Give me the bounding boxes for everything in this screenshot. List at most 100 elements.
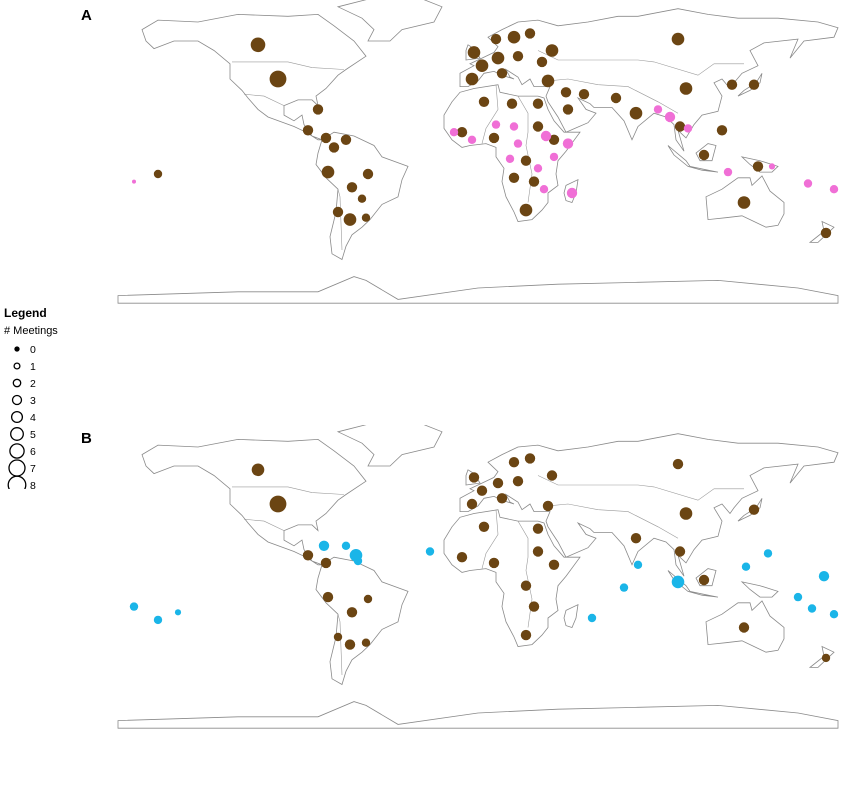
- meeting-point-default: [716, 125, 728, 136]
- meeting-point-default: [546, 470, 558, 481]
- meeting-point-highlighted: [353, 556, 363, 566]
- landmass-africa: [443, 509, 581, 647]
- landmass-indonesia: [667, 145, 719, 173]
- meeting-point-default: [302, 125, 314, 136]
- meeting-point-default: [465, 72, 479, 86]
- meeting-point-highlighted: [818, 571, 830, 582]
- meeting-point-highlighted: [449, 128, 459, 137]
- meeting-point-default: [548, 134, 560, 145]
- meeting-point-default: [343, 213, 357, 226]
- country-border: [537, 50, 744, 76]
- meeting-point-default: [346, 607, 358, 618]
- meeting-point-highlighted: [132, 179, 136, 184]
- meeting-point-default: [679, 507, 693, 520]
- landmass-eurasia: [459, 8, 839, 152]
- legend-symbol: [13, 362, 21, 370]
- meeting-point-default: [630, 533, 642, 544]
- meeting-point-default: [328, 142, 340, 153]
- land-layer: [117, 0, 839, 304]
- landmass-north-america: [141, 13, 367, 141]
- landmass-japan: [737, 73, 763, 97]
- meeting-point-default: [322, 591, 334, 603]
- meeting-point-default: [476, 485, 488, 496]
- meeting-point-default: [748, 504, 760, 515]
- panel-a-label: A: [81, 7, 92, 24]
- meeting-point-highlighted: [539, 185, 549, 194]
- meeting-point-highlighted: [153, 615, 163, 625]
- meeting-point-highlighted: [633, 560, 643, 569]
- landmass-north-america: [141, 438, 367, 566]
- country-border: [232, 61, 345, 70]
- world-map-a: [117, 0, 839, 304]
- meeting-point-highlighted: [533, 164, 543, 173]
- legend-label: 5: [30, 429, 36, 441]
- meeting-point-highlighted: [829, 610, 839, 619]
- landmass-new-guinea: [740, 581, 779, 598]
- meeting-point-default: [542, 500, 554, 512]
- meeting-point-default: [269, 70, 287, 88]
- legend-label: 6: [30, 446, 36, 458]
- country-border: [337, 614, 343, 676]
- meeting-point-highlighted: [505, 154, 515, 163]
- landmass-south-america: [315, 556, 409, 686]
- meeting-point-default: [519, 203, 533, 217]
- meeting-point-default: [508, 172, 520, 183]
- meeting-point-default: [491, 51, 505, 65]
- legend-symbol: [14, 346, 20, 352]
- meeting-point-default: [488, 132, 500, 144]
- country-border: [481, 84, 499, 144]
- meeting-point-default: [532, 121, 544, 132]
- meeting-point-highlighted: [807, 604, 817, 613]
- country-border: [481, 509, 499, 569]
- meeting-point-highlighted: [768, 163, 776, 170]
- landmass-greenland: [336, 425, 443, 467]
- landmass-japan: [737, 498, 763, 522]
- legend-label: 7: [30, 463, 36, 475]
- meeting-point-default: [492, 477, 504, 489]
- meeting-point-default: [320, 557, 332, 569]
- legend-symbols: 0 1 2 3 4 5 6 7 8: [7, 344, 36, 489]
- meeting-point-default: [674, 546, 686, 557]
- meeting-point-highlighted: [723, 167, 733, 177]
- landmass-madagascar: [563, 604, 579, 628]
- meeting-point-default: [250, 37, 266, 53]
- meeting-point-highlighted: [566, 187, 578, 199]
- meeting-point-highlighted: [562, 138, 574, 149]
- meeting-point-default: [478, 96, 490, 108]
- meeting-point-highlighted: [513, 139, 523, 148]
- meeting-point-highlighted: [803, 179, 813, 188]
- meeting-point-default: [456, 552, 468, 563]
- meeting-point-highlighted: [129, 602, 139, 611]
- meeting-point-default: [520, 629, 532, 641]
- legend-subtitle: # Meetings: [4, 325, 58, 337]
- meeting-point-default: [312, 104, 324, 115]
- meeting-point-default: [333, 632, 343, 642]
- meeting-point-default: [629, 106, 643, 120]
- meeting-point-highlighted: [664, 111, 676, 123]
- meeting-point-default: [536, 56, 548, 68]
- world-map-b: [117, 425, 839, 729]
- meeting-point-default: [153, 169, 163, 179]
- meeting-point-default: [508, 457, 520, 468]
- meeting-point-default: [320, 132, 332, 144]
- country-border: [537, 475, 744, 501]
- meeting-point-highlighted: [653, 105, 663, 114]
- legend-label: 8: [30, 480, 36, 489]
- points-layer: [132, 28, 839, 239]
- meeting-point-highlighted: [318, 540, 330, 551]
- meeting-point-default: [738, 622, 750, 633]
- country-border: [243, 93, 285, 106]
- legend-symbol: [10, 410, 24, 424]
- meeting-point-default: [512, 51, 524, 62]
- meeting-point-highlighted: [509, 122, 519, 131]
- meeting-point-default: [496, 68, 508, 79]
- legend-symbol: [9, 443, 25, 459]
- meeting-point-default: [562, 104, 574, 115]
- country-border: [243, 518, 285, 531]
- meeting-point-default: [520, 580, 532, 591]
- legend-symbol: [10, 427, 24, 441]
- meeting-point-highlighted: [793, 592, 803, 602]
- meeting-point-default: [496, 493, 508, 504]
- meeting-point-default: [532, 546, 544, 557]
- legend-symbol: [7, 475, 27, 489]
